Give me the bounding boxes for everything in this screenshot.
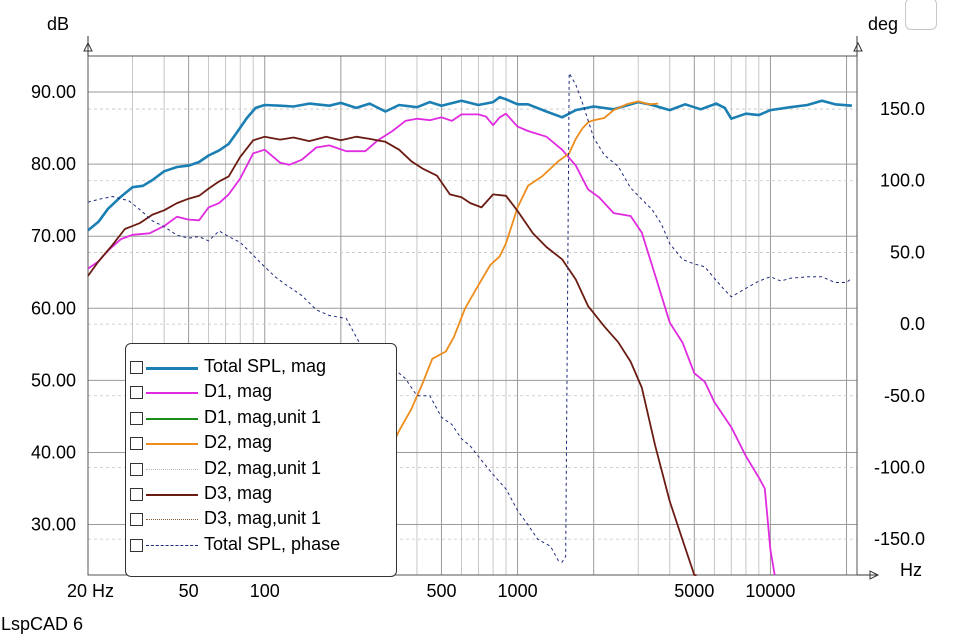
- y-tick-label-right: -100.0: [874, 457, 925, 477]
- legend-checkbox[interactable]: [130, 513, 143, 527]
- plot-border: [87, 36, 878, 576]
- legend-checkbox[interactable]: [130, 437, 143, 451]
- legend-swatch: [146, 519, 198, 521]
- legend-swatch: [146, 443, 198, 446]
- legend-swatch: [146, 417, 198, 420]
- x-tick-label: 50: [179, 581, 199, 601]
- legend-label: D1, mag: [204, 381, 273, 402]
- x-tick-label: 100: [250, 581, 280, 601]
- series-line-3: [368, 100, 659, 489]
- legend-checkbox[interactable]: [130, 538, 143, 552]
- legend-label: D2, mag,unit 1: [204, 457, 322, 478]
- y-tick-label-right: 150.0: [880, 99, 925, 119]
- legend-checkbox[interactable]: [130, 488, 143, 501]
- legend-entry: Total SPL, phase: [126, 533, 394, 558]
- window-corner-button[interactable]: [905, 0, 937, 30]
- legend-label: Total SPL, phase: [204, 533, 341, 554]
- legend-label: D3, mag,unit 1: [204, 508, 322, 529]
- legend-entry: D3, mag,unit 1: [126, 507, 394, 532]
- legend-checkbox[interactable]: [130, 411, 143, 425]
- y-tick-label-left: 30.00: [31, 515, 76, 535]
- legend-label: D1, mag,unit 1: [204, 406, 322, 427]
- x-axis-arrow-icon: [869, 570, 880, 580]
- legend-swatch: [146, 468, 198, 470]
- x-tick-label: 1000: [498, 581, 538, 601]
- left-axis-unit: dB: [47, 14, 69, 34]
- x-tick-label: 10000: [745, 581, 795, 601]
- legend-checkbox[interactable]: [130, 386, 143, 400]
- legend-label: Total SPL, mag: [204, 356, 327, 376]
- x-axis-ticks: 20 Hz 50 100 500 1000 5000 10000: [67, 581, 795, 601]
- x-tick-label: 20 Hz: [67, 581, 114, 601]
- series-layer: [87, 72, 853, 576]
- legend-label: D3, mag: [204, 483, 273, 503]
- legend-swatch: [146, 392, 198, 395]
- series-line-1: [87, 112, 776, 576]
- legend-label: D2, mag: [204, 432, 273, 453]
- y-tick-label-right: 100.0: [880, 171, 925, 191]
- y-tick-label-left: 40.00: [31, 442, 76, 462]
- axis-arrows: [83, 41, 880, 580]
- legend-entry: D1, mag,unit 1: [126, 406, 394, 431]
- y-tick-label-left: 90.00: [31, 82, 76, 102]
- legend: Total SPL, mag D1, mag D1, mag,unit 1 D2, m…: [125, 343, 397, 577]
- legend-entry: D2, mag,unit 1: [126, 457, 394, 482]
- series-line-7: [87, 72, 853, 563]
- legend-checkbox[interactable]: [130, 462, 143, 476]
- legend-swatch: [146, 544, 198, 546]
- left-axis-ticks: 90.00 80.00 70.00 60.00 50.00 40.00 30.00: [31, 82, 76, 535]
- y-tick-label-right: 0.0: [900, 314, 925, 334]
- y-tick-label-right: -50.0: [884, 386, 925, 406]
- y-tick-label-right: -150.0: [874, 529, 925, 549]
- x-tick-label: 5000: [674, 581, 714, 601]
- legend-entry: Total SPL, mag: [126, 355, 394, 380]
- series-line-5: [87, 135, 697, 576]
- right-axis-ticks: 150.0 100.0 50.0 0.0 -50.0 -100.0 -150.0: [874, 99, 925, 549]
- y-tick-label-left: 70.00: [31, 226, 76, 246]
- x-tick-label: 500: [426, 581, 456, 601]
- left-axis-arrow-icon: [83, 41, 93, 52]
- x-axis-unit: Hz: [900, 560, 922, 580]
- legend-checkbox[interactable]: [130, 361, 143, 374]
- right-axis-arrow-icon: [853, 41, 863, 52]
- plot-frame: [87, 55, 858, 576]
- legend-entry: D2, mag: [126, 431, 394, 456]
- series-line-0: [87, 95, 853, 232]
- legend-entry: D1, mag: [126, 380, 394, 405]
- y-tick-label-left: 50.00: [31, 370, 76, 390]
- legend-entry: D3, mag: [126, 482, 394, 507]
- app-footer-label: LspCAD 6: [1, 614, 84, 634]
- y-tick-label-left: 80.00: [31, 154, 76, 174]
- y-tick-label-left: 60.00: [31, 298, 76, 318]
- y-tick-label-right: 50.0: [890, 242, 925, 262]
- legend-swatch: [146, 367, 198, 370]
- right-axis-unit: deg: [868, 14, 898, 34]
- legend-swatch: [146, 494, 198, 496]
